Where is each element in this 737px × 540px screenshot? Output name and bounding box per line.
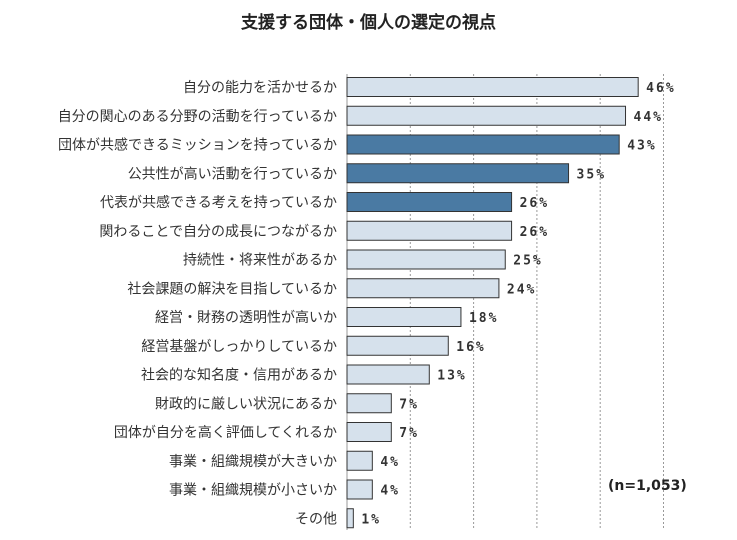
category-label: 団体が自分を高く評価してくれるか [114, 424, 337, 441]
category-label: 公共性が高い活動を行っているか [128, 165, 337, 182]
value-label: 4% [380, 484, 400, 499]
category-label: 関わることで自分の成長につながるか [99, 224, 337, 240]
chart-title: 支援する団体・個人の選定の視点 [241, 13, 496, 33]
bar [346, 192, 513, 212]
bar [346, 105, 627, 126]
category-label: 自分の能力を活かせるか [183, 80, 337, 96]
bar [346, 134, 620, 155]
bar [346, 77, 639, 97]
bar [346, 364, 430, 385]
bar [346, 249, 506, 270]
category-label: 社会的な知名度・信用があるか [141, 367, 337, 384]
value-label: 46% [646, 81, 675, 96]
value-label: 43% [627, 139, 656, 154]
category-label: 経営・財務の透明性が高いか [155, 309, 337, 326]
bar [346, 163, 570, 184]
bar [346, 393, 392, 414]
value-label: 7% [399, 426, 419, 441]
category-label: 自分の関心のある分野の活動を行っているか [58, 109, 337, 125]
value-label: 25% [513, 254, 542, 269]
category-label: 代表が共感できる考えを持っているか [100, 194, 337, 211]
value-label: 16% [456, 340, 485, 355]
category-label: 団体が共感できるミッションを持っているか [58, 137, 337, 154]
category-label: 事業・組織規模が小さいか [169, 483, 337, 499]
value-label: 26% [520, 225, 549, 240]
bar [346, 479, 373, 500]
bar [346, 450, 373, 471]
bar [346, 335, 449, 356]
category-label: 経営基盤がしっかりしているか [141, 338, 337, 355]
bar [346, 508, 354, 529]
value-label: 18% [469, 311, 498, 326]
bar [346, 422, 392, 442]
bar [346, 278, 500, 299]
value-label: 13% [437, 369, 466, 384]
category-label: その他 [295, 511, 337, 527]
value-label: 44% [634, 110, 663, 125]
value-label: 24% [507, 282, 536, 297]
value-label: 35% [577, 167, 606, 182]
bar [346, 307, 462, 327]
category-label: 財政的に厳しい状況にあるか [155, 396, 337, 412]
value-label: 7% [399, 397, 419, 412]
category-label: 社会課題の解決を目指しているか [127, 281, 337, 297]
value-label: 26% [520, 196, 549, 211]
category-label: 事業・組織規模が大きいか [169, 454, 337, 470]
bar [346, 220, 513, 241]
category-label: 持続性・将来性があるか [183, 252, 337, 269]
value-label: 1% [361, 512, 381, 527]
sample-size-note: (n=1,053) [608, 478, 687, 494]
value-label: 4% [380, 455, 400, 470]
